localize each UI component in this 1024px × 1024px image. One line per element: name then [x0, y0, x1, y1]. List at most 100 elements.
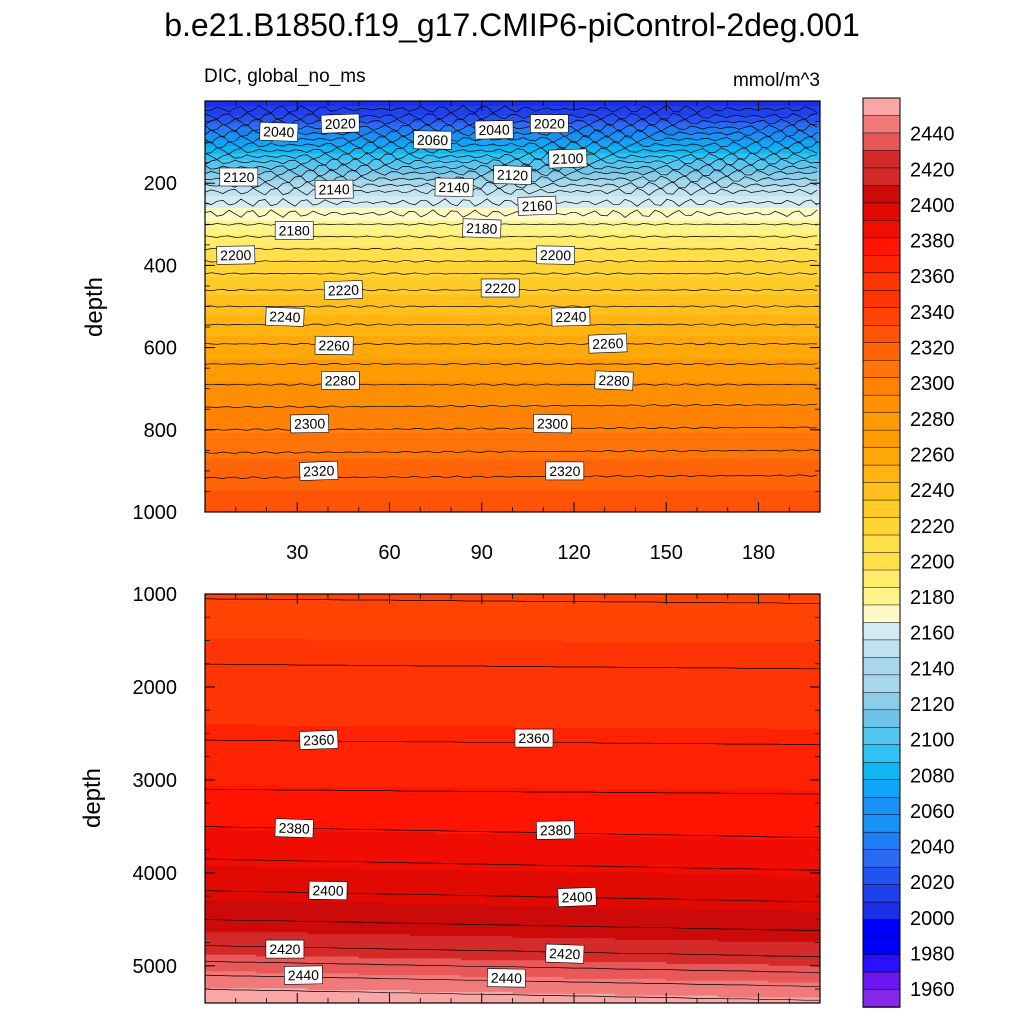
lower-fill-band — [640, 722, 667, 725]
lower-fill-band — [666, 805, 693, 809]
lower-fill-band — [615, 820, 642, 824]
lower-fill-band — [230, 711, 257, 714]
lower-fill-band — [486, 906, 514, 909]
lower-fill-band — [358, 662, 385, 666]
upper-fill-band — [205, 387, 820, 390]
lower-fill-band — [589, 895, 616, 898]
upper-fill-band — [205, 206, 820, 209]
lower-fill-band — [640, 937, 667, 941]
lower-fill-band — [435, 949, 462, 952]
lower-fill-band — [358, 750, 385, 753]
lower-fill-band — [307, 712, 334, 716]
lower-fill-band — [666, 740, 693, 744]
lower-fill-band — [486, 850, 514, 854]
lower-fill-band — [256, 668, 283, 671]
lower-fill-band — [461, 789, 488, 792]
lower-fill-band — [358, 716, 385, 720]
lower-fill-band — [256, 621, 283, 625]
lower-fill-band — [589, 884, 616, 887]
lower-fill-band — [691, 757, 719, 761]
lower-fill-band — [307, 830, 334, 833]
upper-fill-band — [205, 385, 820, 388]
lower-fill-band — [230, 778, 257, 781]
lower-fill-band — [256, 595, 283, 599]
lower-fill-band — [563, 859, 590, 863]
lower-fill-band — [256, 675, 283, 679]
lower-fill-band — [205, 703, 232, 707]
lower-fill-band — [358, 646, 385, 649]
lower-fill-band — [358, 733, 385, 736]
lower-fill-band — [358, 963, 385, 967]
lower-fill-band — [307, 939, 334, 943]
lower-fill-band — [461, 882, 488, 885]
lower-fill-band — [615, 898, 642, 902]
lower-fill-band — [384, 618, 411, 621]
lower-fill-band — [486, 835, 514, 839]
lower-fill-band — [512, 937, 539, 941]
lower-fill-band — [461, 655, 488, 658]
upper-fill-band — [205, 183, 820, 186]
lower-fill-band — [435, 861, 462, 865]
lower-fill-band — [384, 800, 411, 803]
lower-fill-band — [512, 833, 539, 837]
lower-fill-band — [486, 826, 514, 829]
lower-fill-band — [205, 874, 232, 878]
lower-fill-band — [307, 843, 334, 846]
lower-fill-band — [512, 945, 539, 948]
lower-fill-band — [307, 828, 334, 831]
lower-fill-band — [410, 824, 437, 827]
lower-fill-band — [358, 796, 385, 800]
lower-fill-band — [230, 802, 257, 805]
lower-fill-band — [307, 690, 334, 694]
lower-fill-band — [589, 607, 616, 610]
lower-fill-band — [717, 776, 744, 779]
lower-fill-band — [615, 729, 642, 733]
lower-fill-band — [486, 882, 514, 885]
lower-fill-band — [333, 714, 360, 718]
contour-label: 2020 — [530, 114, 569, 133]
lower-fill-band — [435, 629, 462, 632]
lower-fill-band — [640, 817, 667, 820]
lower-fill-band — [358, 698, 385, 701]
lower-fill-band — [410, 753, 437, 757]
lower-fill-band — [358, 813, 385, 816]
lower-fill-band — [538, 893, 565, 896]
lower-fill-band — [358, 638, 385, 642]
lower-fill-band — [589, 893, 616, 896]
lower-fill-band — [358, 971, 385, 974]
lower-fill-band — [230, 856, 257, 859]
contour-label: 2200 — [216, 245, 256, 265]
lower-fill-band — [589, 785, 616, 788]
lower-fill-band — [691, 975, 719, 978]
lower-fill-band — [435, 748, 462, 751]
lower-fill-band — [589, 653, 616, 656]
lower-fill-band — [205, 828, 232, 831]
lower-fill-band — [333, 725, 360, 729]
lower-fill-band — [512, 781, 539, 785]
lower-fill-band — [435, 844, 462, 848]
lower-fill-band — [281, 861, 309, 865]
lower-fill-band — [256, 638, 283, 642]
lower-fill-band — [538, 705, 565, 709]
lower-fill-band — [666, 898, 693, 902]
lower-fill-band — [384, 655, 411, 658]
upper-fill-band — [205, 469, 820, 472]
lower-fill-band — [230, 824, 257, 827]
lower-fill-band — [615, 621, 642, 625]
upper-fill-band — [205, 114, 820, 117]
lower-fill-band — [512, 679, 539, 682]
lower-fill-band — [435, 911, 462, 915]
lower-fill-band — [640, 761, 667, 764]
lower-fill-band — [256, 724, 283, 727]
upper-fill-band — [205, 373, 820, 377]
lower-fill-band — [717, 705, 744, 709]
lower-fill-band — [307, 999, 334, 1002]
lower-fill-band — [461, 627, 488, 630]
lower-fill-band — [205, 802, 232, 805]
lower-fill-band — [589, 941, 616, 945]
lower-fill-band — [410, 833, 437, 837]
lower-fill-band — [589, 887, 616, 891]
lower-fill-band — [615, 766, 642, 770]
upper-fill-band — [205, 161, 820, 165]
lower-fill-band — [205, 930, 232, 933]
